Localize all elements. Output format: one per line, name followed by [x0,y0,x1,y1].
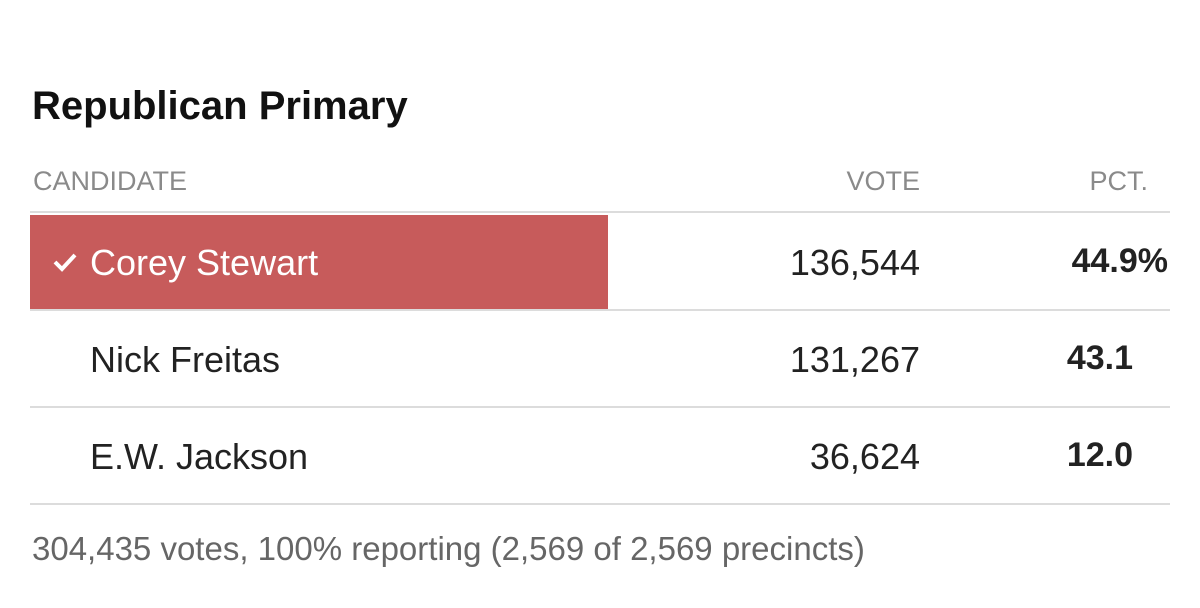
divider [30,309,1170,311]
check-icon [53,253,77,272]
footer-note: 304,435 votes, 100% reporting (2,569 of … [32,530,865,567]
result-row: Nick Freitas 131,267 43.1 [30,312,1170,406]
vote-count: 36,624 [809,436,920,477]
column-header: VOTE [846,166,920,196]
vote-percent: 44.9% [1071,242,1168,280]
divider [30,503,1170,505]
title: Republican Primary [32,84,408,128]
result-row: Corey Stewart 136,544 44.9% [30,215,1170,309]
divider [30,406,1170,408]
candidate-name: E.W. Jackson [90,436,309,477]
candidate-name: Nick Freitas [90,339,281,380]
vote-count: 131,267 [789,339,920,380]
winner-highlight [30,215,608,309]
candidate-name: Corey Stewart [90,242,319,283]
column-header: PCT. [1089,166,1148,196]
result-row: E.W. Jackson 36,624 12.0 [30,409,1170,503]
vote-percent: 43.1 [1066,339,1133,377]
vote-count: 136,544 [789,242,920,283]
column-header: CANDIDATE [33,166,188,196]
vote-percent: 12.0 [1066,436,1133,474]
divider [30,211,1170,213]
